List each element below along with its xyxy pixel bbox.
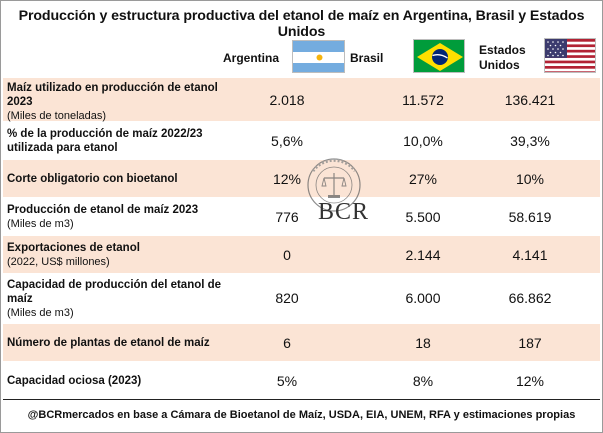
row-label-unit: (Miles de toneladas) <box>7 110 107 122</box>
column-header-brasil: Brasil <box>350 51 384 65</box>
row-label-line2: utilizada para etanol <box>7 142 118 154</box>
value-brasil: 10,0% <box>403 133 443 149</box>
value-brasil: 2.144 <box>405 247 441 263</box>
row-label: Exportaciones de etanol (2022, US$ millo… <box>7 241 140 269</box>
row-label-line1: Capacidad de producción del etanol de <box>7 279 222 291</box>
value-brasil: 5.500 <box>405 209 441 225</box>
value-brasil: 8% <box>412 373 434 389</box>
table-row: Exportaciones de etanol (2022, US$ millo… <box>3 236 600 274</box>
page-title: Producción y estructura productiva del e… <box>18 8 585 40</box>
value-argentina: 820 <box>275 290 299 306</box>
bcr-seal-icon <box>307 158 361 212</box>
value-brasil: 6.000 <box>405 290 441 306</box>
row-label: Capacidad de producción del etanol de ma… <box>7 278 221 320</box>
column-header-usa-line2: Unidos <box>479 58 520 72</box>
row-label-line2: 2023 <box>7 96 33 108</box>
row-label-line2: maíz <box>7 293 33 305</box>
value-brasil: 27% <box>408 171 438 187</box>
value-argentina: 5% <box>276 373 298 389</box>
row-label-line1: Exportaciones de etanol <box>7 242 140 254</box>
row-label-line1: % de la producción de maíz 2022/23 <box>7 128 203 140</box>
value-brasil: 11.572 <box>402 92 444 108</box>
argentina-flag-icon <box>292 40 345 73</box>
row-label: Número de plantas de etanol de maíz <box>7 336 210 350</box>
value-argentina: 2.018 <box>269 92 305 108</box>
column-header-usa-line1: Estados <box>479 43 526 57</box>
value-brasil: 18 <box>415 335 431 351</box>
brazil-flag-icon <box>413 39 465 73</box>
value-argentina: 6 <box>283 335 291 351</box>
row-label-line1: Número de plantas de etanol de maíz <box>7 337 210 349</box>
row-label-unit: (Miles de m3) <box>7 307 74 319</box>
value-usa: 58.619 <box>508 209 552 225</box>
table-row: Capacidad de producción del etanol de ma… <box>3 274 600 324</box>
table-row: Producción de etanol de maíz 2023 (Miles… <box>3 198 600 236</box>
source-footer: @BCRmercados en base a Cámara de Bioetan… <box>27 409 576 421</box>
table-row: Capacidad ociosa (2023) 5% 8% 12% <box>3 362 600 400</box>
value-usa: 39,3% <box>510 133 550 149</box>
bcr-watermark-text: BCR <box>318 199 370 225</box>
row-label-unit: (Miles de m3) <box>7 218 74 230</box>
row-label: Capacidad ociosa (2023) <box>7 374 141 388</box>
value-usa: 66.862 <box>508 290 552 306</box>
value-usa: 187 <box>518 335 542 351</box>
row-label: Producción de etanol de maíz 2023 (Miles… <box>7 203 198 231</box>
row-label-line1: Maíz utilizado en producción de etanol <box>7 82 218 94</box>
row-label-line1: Producción de etanol de maíz 2023 <box>7 204 199 216</box>
value-usa: 136.421 <box>504 92 556 108</box>
table-row: Maíz utilizado en producción de etanol 2… <box>3 78 600 122</box>
row-label-line1: Corte obligatorio con bioetanol <box>7 173 178 185</box>
table-row: % de la producción de maíz 2022/23 utili… <box>3 122 600 160</box>
value-argentina: 776 <box>275 209 299 225</box>
row-label-unit: (2022, US$ millones) <box>7 256 110 268</box>
table-row: Corte obligatorio con bioetanol 12% 27% … <box>3 160 600 198</box>
usa-flag-icon <box>544 38 596 73</box>
bcr-watermark-logo <box>301 151 367 261</box>
data-table: Maíz utilizado en producción de etanol 2… <box>3 78 600 400</box>
row-label: % de la producción de maíz 2022/23 utili… <box>7 127 203 155</box>
value-argentina: 5,6% <box>271 133 303 149</box>
footer-divider <box>3 399 600 400</box>
column-header-argentina: Argentina <box>223 51 280 65</box>
value-argentina: 0 <box>283 247 291 263</box>
table-row: Número de plantas de etanol de maíz 6 18… <box>3 324 600 362</box>
column-header-usa: Estados Unidos <box>479 43 526 73</box>
value-usa: 4.141 <box>512 247 548 263</box>
value-usa: 12% <box>515 373 545 389</box>
row-label-line1: Capacidad ociosa (2023) <box>7 375 142 387</box>
row-label: Corte obligatorio con bioetanol <box>7 172 178 186</box>
value-usa: 10% <box>515 171 545 187</box>
value-argentina: 12% <box>272 171 302 187</box>
row-label: Maíz utilizado en producción de etanol 2… <box>7 81 218 123</box>
